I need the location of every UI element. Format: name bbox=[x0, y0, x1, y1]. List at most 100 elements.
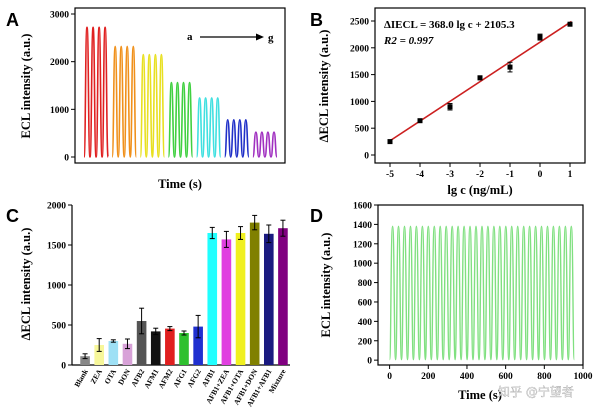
panel-c-y-tick-label: 0 bbox=[61, 362, 66, 372]
panel-d-y-tick-label: 400 bbox=[358, 318, 373, 328]
panel-b-r-squared: R2 = 0.997 bbox=[383, 35, 434, 47]
panel-b-letter: B bbox=[310, 10, 323, 30]
panel-a-trace-e bbox=[195, 97, 222, 158]
panel-c-bar bbox=[150, 331, 161, 365]
panel-a-traces bbox=[83, 26, 278, 158]
panel-b-y-tick-label: 1500 bbox=[350, 71, 369, 81]
panel-d-frame bbox=[377, 204, 584, 366]
panel-c-category-label: ZEA bbox=[88, 367, 104, 385]
panel-b-x-tick-label: -4 bbox=[416, 170, 424, 180]
panel-b-x-tick-label: -2 bbox=[476, 170, 484, 180]
panel-b-x-tick-label: -5 bbox=[386, 170, 394, 180]
panel-a-y-tick-label: 3000 bbox=[50, 11, 69, 21]
panel-c-bar bbox=[179, 333, 189, 365]
panel-c-bar bbox=[136, 321, 147, 365]
panel-a-annotation-start: a bbox=[187, 31, 193, 43]
panel-b-y-tick-label: 1000 bbox=[350, 98, 369, 108]
panel-a-x-label: Time (s) bbox=[158, 177, 202, 191]
panel-c-bar bbox=[165, 328, 175, 365]
panel-d-y-tick-label: 1200 bbox=[353, 240, 372, 250]
panel-c-bar bbox=[94, 345, 105, 365]
panel-d-y-tick-label: 1400 bbox=[353, 221, 372, 231]
panel-d-y-tick-label: 1600 bbox=[353, 202, 372, 212]
panel-c-bar bbox=[207, 233, 218, 365]
panel-b-ticks: -5 -4 -3 -2 -1 0 1 0 500 1000 1500 2000 2500 bbox=[350, 18, 573, 181]
panel-a-annotation-end: g bbox=[268, 32, 274, 44]
panel-c-y-label: ΔECL intensity (a.u.) bbox=[19, 228, 33, 341]
panel-b-y-tick-label: 2000 bbox=[350, 44, 369, 54]
panel-b-point bbox=[477, 75, 483, 81]
panel-d-y-tick-label: 1000 bbox=[353, 260, 372, 270]
panel-c-category-label: Blank bbox=[72, 367, 90, 389]
panel-d: D 0 200 400 600 800 1000 0 200 400 600 800 1000 1200… bbox=[310, 202, 593, 403]
panel-c-y-tick-label: 2000 bbox=[47, 202, 66, 212]
panel-c-bar bbox=[235, 233, 246, 365]
panel-d-trace-cycles bbox=[388, 225, 575, 361]
panel-d-trace bbox=[388, 225, 575, 361]
panel-b-point bbox=[537, 34, 543, 40]
panel-b-point bbox=[417, 118, 423, 124]
panel-d-x-tick-label: 800 bbox=[537, 372, 552, 382]
panel-c-bar bbox=[122, 343, 133, 365]
panel-d-x-tick-label: 1000 bbox=[574, 372, 593, 382]
panel-d-ticks: 0 200 400 600 800 1000 0 200 400 600 800 1000 1200 14… bbox=[353, 202, 593, 383]
panel-c-category-labels: BlankZEAOTADONAFB2AFM1AFM2AFG1AFG2AFB1AF… bbox=[72, 367, 288, 408]
panel-a-trace-b bbox=[111, 45, 138, 158]
panel-d-x-tick-label: 600 bbox=[499, 372, 514, 382]
panel-b-y-tick-label: 0 bbox=[364, 152, 369, 162]
panel-d-x-tick-label: 200 bbox=[421, 372, 436, 382]
panel-d-y-tick-label: 0 bbox=[367, 357, 372, 367]
panel-d-letter: D bbox=[310, 206, 323, 226]
panel-d-x-label: Time (s) bbox=[458, 388, 502, 402]
panel-c-bar bbox=[263, 233, 274, 365]
panel-d-y-tick-label: 800 bbox=[358, 279, 373, 289]
panel-c-category-label: AFG2 bbox=[185, 367, 203, 389]
panel-a-trace-a bbox=[83, 26, 109, 158]
panel-c-letter: C bbox=[6, 206, 19, 226]
panel-b-frame bbox=[374, 7, 586, 164]
panel-c-bar bbox=[80, 356, 90, 365]
panel-c-category-label: AFM2 bbox=[156, 367, 174, 390]
panel-a-frame bbox=[74, 7, 286, 164]
panel-b-point bbox=[387, 139, 393, 145]
panel-b-y-tick-label: 2500 bbox=[350, 18, 369, 28]
panel-a: A 0 1000 2000 3000 a g Time (s) ECL intensi… bbox=[6, 7, 286, 191]
panel-b-point bbox=[507, 64, 513, 70]
panel-b-x-label: lg c (ng/mL) bbox=[447, 183, 512, 197]
panel-a-y-tick-label: 0 bbox=[64, 154, 69, 164]
panel-a-letter: A bbox=[6, 10, 19, 30]
panel-b-x-tick-label: -3 bbox=[446, 170, 454, 180]
panel-a-y-tick-label: 1000 bbox=[50, 106, 69, 116]
panel-a-trace-d bbox=[167, 81, 194, 158]
panel-b-y-label: ΔECL intensity (a.u.) bbox=[317, 30, 331, 143]
panel-a-trace-c bbox=[139, 53, 166, 158]
panel-a-y-tick-label: 2000 bbox=[50, 58, 69, 68]
panel-a-y-ticks: 0 1000 2000 3000 bbox=[50, 11, 75, 164]
panel-c-bar bbox=[193, 326, 203, 365]
panel-c-bar bbox=[278, 228, 288, 365]
panel-a-trace-g bbox=[252, 131, 278, 158]
panel-a-arrow-head bbox=[256, 33, 264, 41]
panel-c-bar bbox=[249, 222, 260, 365]
watermark-text: 知乎 @宁望者 bbox=[498, 384, 574, 399]
panel-b-x-tick-label: -1 bbox=[506, 170, 514, 180]
panel-d-x-tick-label: 0 bbox=[387, 372, 392, 382]
panel-d-y-label: ECL intensity (a.u.) bbox=[319, 233, 333, 338]
panel-a-y-label: ECL intensity (a.u.) bbox=[19, 34, 33, 139]
panel-b: B -5 -4 -3 -2 -1 0 1 0 500 1000 1500 2000 2500 ΔIECL… bbox=[310, 7, 586, 197]
panel-b-x-tick-label: 0 bbox=[538, 170, 543, 180]
panel-c: C 0 500 1000 1500 2000 BlankZEAOTADONAFB2AFM… bbox=[6, 202, 290, 408]
panel-b-point bbox=[567, 21, 573, 27]
panel-b-y-tick-label: 500 bbox=[355, 125, 370, 135]
panel-d-y-tick-label: 200 bbox=[358, 337, 373, 347]
panel-c-bars bbox=[80, 214, 288, 365]
panel-c-bar bbox=[221, 239, 232, 365]
panel-b-point bbox=[447, 104, 453, 110]
panel-c-y-tick-label: 500 bbox=[52, 322, 67, 332]
panel-c-bar bbox=[108, 341, 119, 365]
panel-b-points bbox=[387, 21, 573, 145]
panel-b-x-tick-label: 1 bbox=[568, 170, 573, 180]
panel-a-trace-f bbox=[223, 118, 250, 158]
panel-b-equation: ΔIECL = 368.0 lg c + 2105.3 bbox=[384, 19, 515, 31]
